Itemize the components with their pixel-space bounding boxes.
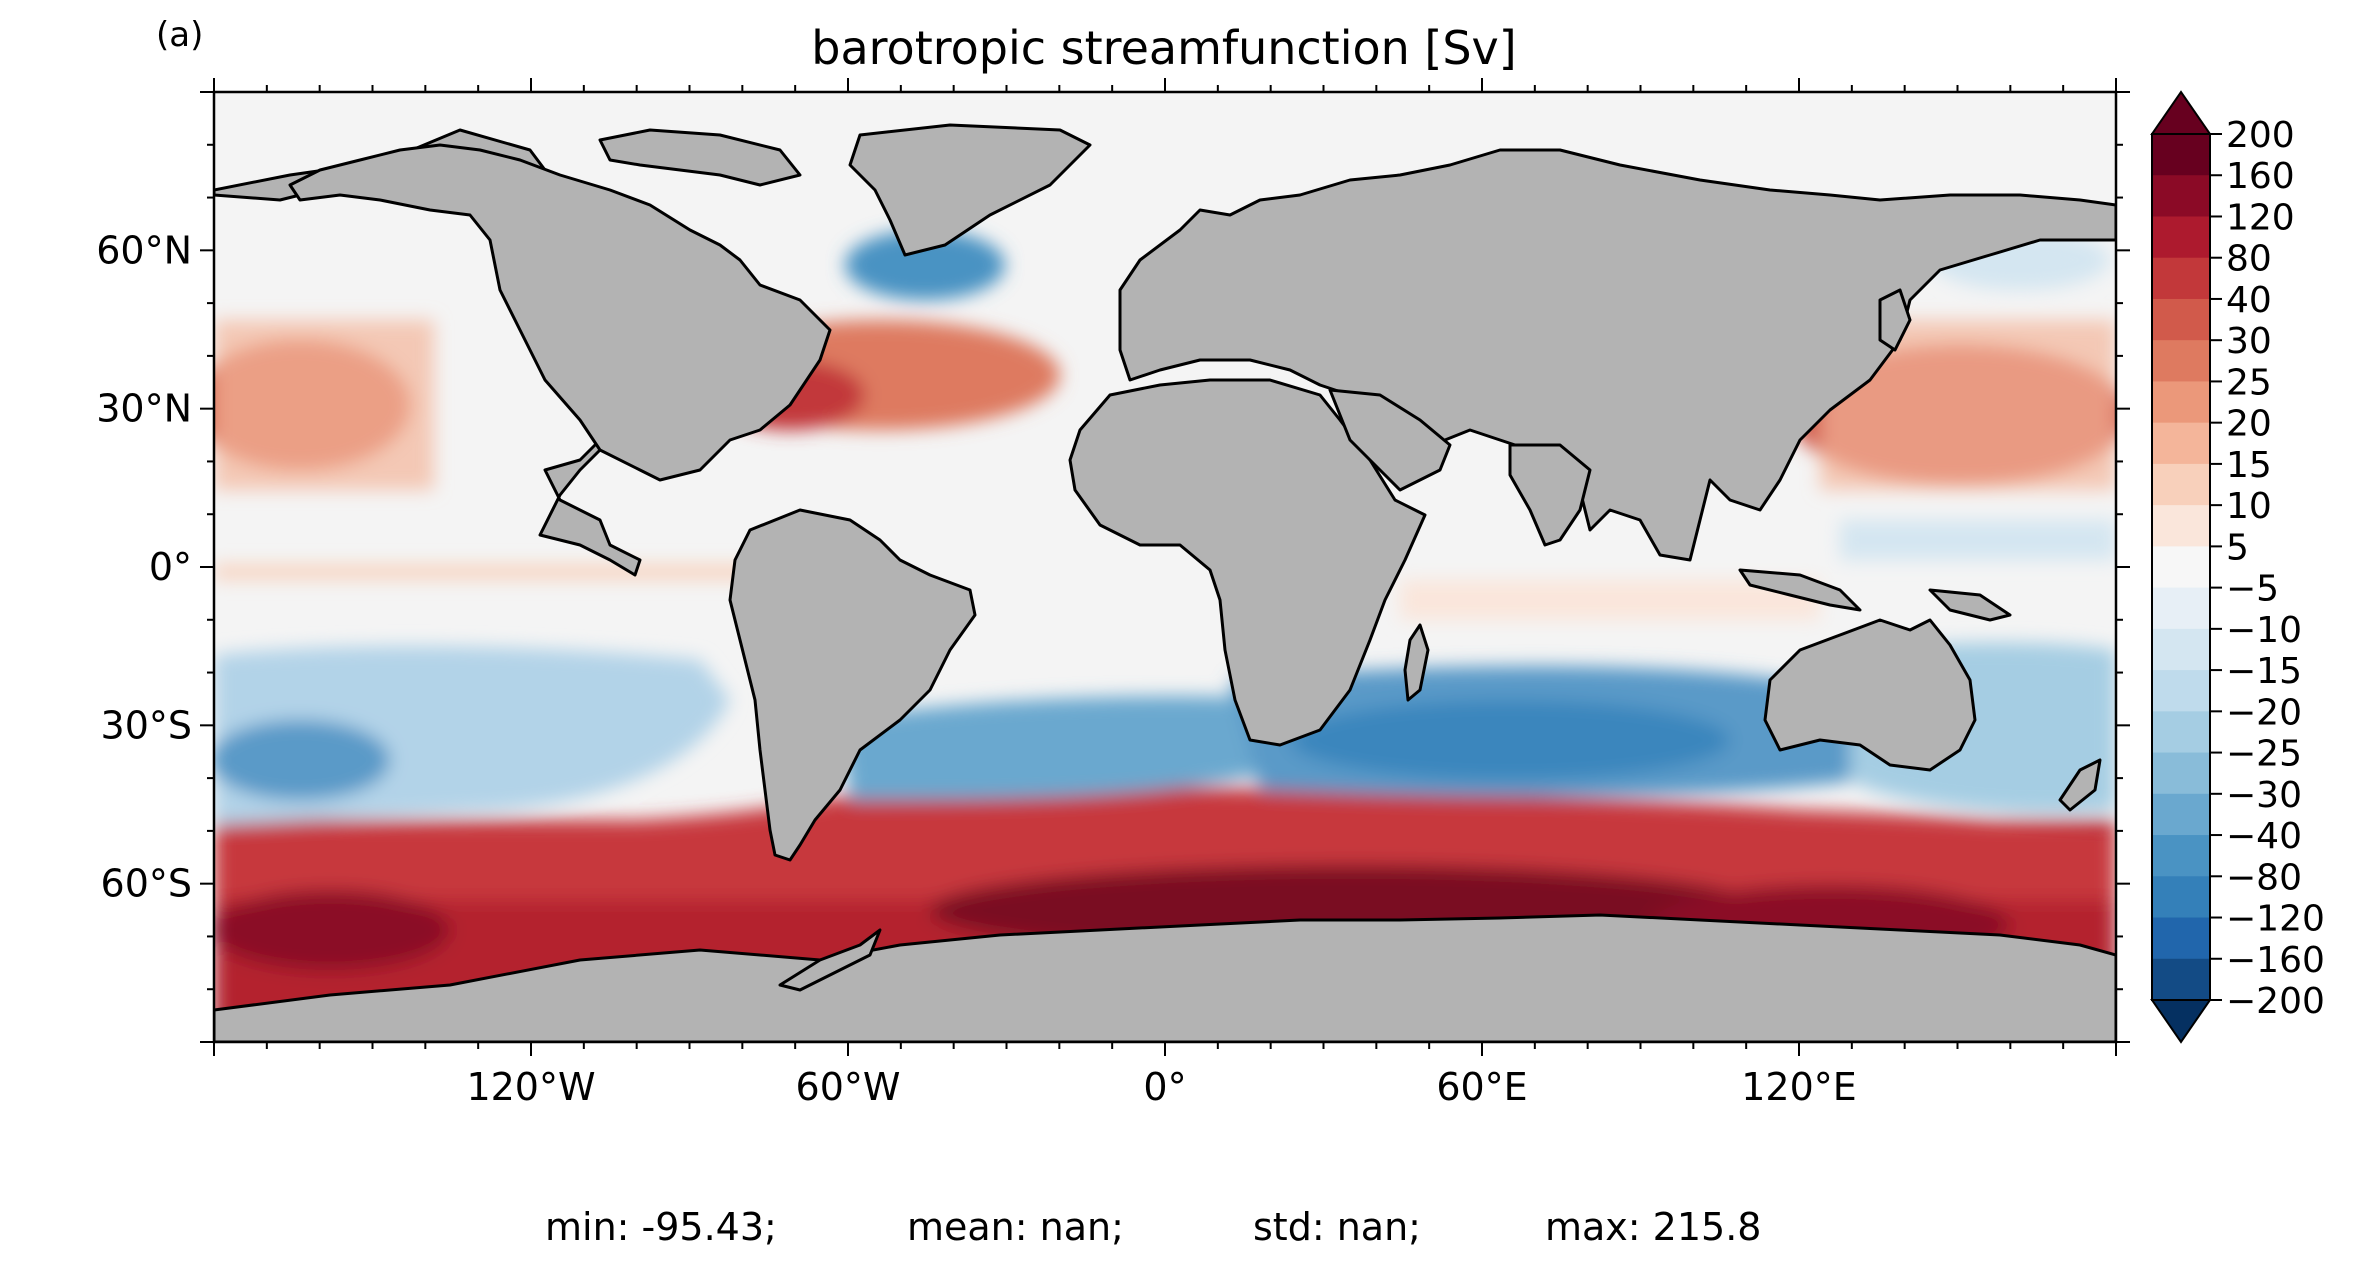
africa xyxy=(1068,378,1427,747)
colorbar-tick-label: −30 xyxy=(2226,775,2302,816)
colorbar-extend-low xyxy=(2150,999,2212,1044)
stat-std: std: nan; xyxy=(1253,1205,1421,1249)
colorbar-tick-label: 15 xyxy=(2226,445,2272,486)
colorbar-swatch xyxy=(2152,298,2210,341)
colorbar-tick-label: 25 xyxy=(2226,362,2272,403)
colorbar-tick-label: 200 xyxy=(2226,115,2295,156)
lon-tick-label: 120°W xyxy=(466,1065,595,1109)
south-indian-core xyxy=(1290,700,1730,780)
colorbar: 200160120804030252015105−5−10−15−20−25−3… xyxy=(2150,90,2325,1044)
colorbar-swatch xyxy=(2152,917,2210,960)
colorbar-tick-label: −20 xyxy=(2226,692,2302,733)
colorbar-swatch xyxy=(2152,175,2210,218)
labrador-gyre xyxy=(845,230,1005,300)
stat-min: min: -95.43; xyxy=(545,1205,777,1249)
colorbar-tick-label: 10 xyxy=(2226,486,2272,527)
west-pacific-warm xyxy=(1840,520,2116,560)
colorbar-tick-label: −5 xyxy=(2226,569,2279,610)
colorbar-tick-label: 80 xyxy=(2226,239,2272,280)
equatorial-band xyxy=(214,565,754,579)
colorbar-tick-label: 120 xyxy=(2226,197,2295,238)
colorbar-tick-label: −15 xyxy=(2226,651,2302,692)
lat-tick-label: 30°N xyxy=(96,387,192,431)
latitude-ticks: 60°N 30°N 0° 30°S 60°S xyxy=(96,91,2130,1043)
lon-tick-label: 60°W xyxy=(796,1065,901,1109)
antarctic-peninsula xyxy=(778,928,882,992)
panel-label: (a) xyxy=(156,15,203,55)
indonesia xyxy=(1738,568,1862,612)
longitude-ticks: 120°W 60°W 0° 60°E 120°E xyxy=(213,78,2117,1109)
arabia xyxy=(1328,388,1452,492)
greenland xyxy=(848,123,1092,257)
colorbar-swatch xyxy=(2152,752,2210,795)
colorbar-swatch xyxy=(2152,835,2210,877)
colorbar-swatch xyxy=(2152,670,2210,712)
colorbar-extend-high xyxy=(2150,90,2212,135)
colorbar-swatch xyxy=(2152,546,2210,589)
stats-line: min: -95.43; mean: nan; std: nan; max: 2… xyxy=(545,1205,1761,1249)
colorbar-swatch xyxy=(2152,422,2210,465)
india xyxy=(1508,443,1592,547)
colorbar-swatch xyxy=(2152,134,2210,176)
colorbar-tick-label: −120 xyxy=(2226,899,2325,940)
japan xyxy=(1878,288,1912,352)
map-title: barotropic streamfunction [Sv] xyxy=(811,21,1516,75)
new-guinea xyxy=(1928,588,2012,622)
new-zealand xyxy=(2058,758,2102,812)
colorbar-swatch xyxy=(2152,216,2210,259)
stat-max: max: 215.8 xyxy=(1545,1205,1761,1249)
colorbar-swatch xyxy=(2152,257,2210,300)
colorbar-swatch xyxy=(2152,958,2210,1001)
colorbar-tick-label: −160 xyxy=(2226,940,2325,981)
indian-equatorial-band xyxy=(1400,580,1820,620)
colorbar-swatch xyxy=(2152,876,2210,919)
colorbar-swatch xyxy=(2152,711,2210,754)
map-panel xyxy=(214,92,2116,1042)
colorbar-swatch xyxy=(2152,340,2210,383)
australia xyxy=(1763,618,1977,772)
lat-tick-label: 0° xyxy=(149,545,192,589)
colorbar-frame xyxy=(2151,133,2211,1001)
colorbar-tick-label: 20 xyxy=(2226,404,2272,445)
colorbar-swatch xyxy=(2152,505,2210,547)
north-america-mainland xyxy=(288,143,832,482)
colorbar-tick-label: −10 xyxy=(2226,610,2302,651)
south-atlantic-gyre xyxy=(840,696,1310,800)
colorbar-tick-label: 40 xyxy=(2226,280,2272,321)
land xyxy=(214,123,2116,1042)
colorbar-tick-label: 30 xyxy=(2226,321,2272,362)
antarctica xyxy=(214,913,2116,1042)
colorbar-swatch xyxy=(2152,793,2210,836)
lat-tick-label: 60°S xyxy=(101,862,192,906)
acc-core-west xyxy=(214,890,450,970)
lon-tick-label: 0° xyxy=(1143,1065,1186,1109)
colorbar-swatch xyxy=(2152,463,2210,506)
lat-tick-label: 30°S xyxy=(101,703,192,747)
south-pacific-core xyxy=(214,720,390,800)
colorbar-tick-label: −80 xyxy=(2226,857,2302,898)
acc-front xyxy=(214,785,2116,900)
lon-tick-label: 60°E xyxy=(1436,1065,1527,1109)
colorbar-swatch xyxy=(2152,587,2210,630)
south-america xyxy=(728,508,977,862)
lat-tick-label: 60°N xyxy=(96,228,192,272)
colorbar-tick-label: 5 xyxy=(2226,527,2249,568)
canadian-arctic xyxy=(598,128,802,187)
madagascar xyxy=(1403,623,1430,702)
colorbar-tick-label: −25 xyxy=(2226,734,2302,775)
colorbar-swatch xyxy=(2152,628,2210,671)
north-pacific-band-east xyxy=(214,320,434,490)
colorbar-tick-label: 160 xyxy=(2226,156,2295,197)
colorbar-swatch xyxy=(2152,381,2210,424)
stat-mean: mean: nan; xyxy=(907,1205,1124,1249)
colorbar-tick-label: −40 xyxy=(2226,816,2302,857)
lon-tick-label: 120°E xyxy=(1741,1065,1857,1109)
colorbar-tick-label: −200 xyxy=(2226,981,2325,1022)
